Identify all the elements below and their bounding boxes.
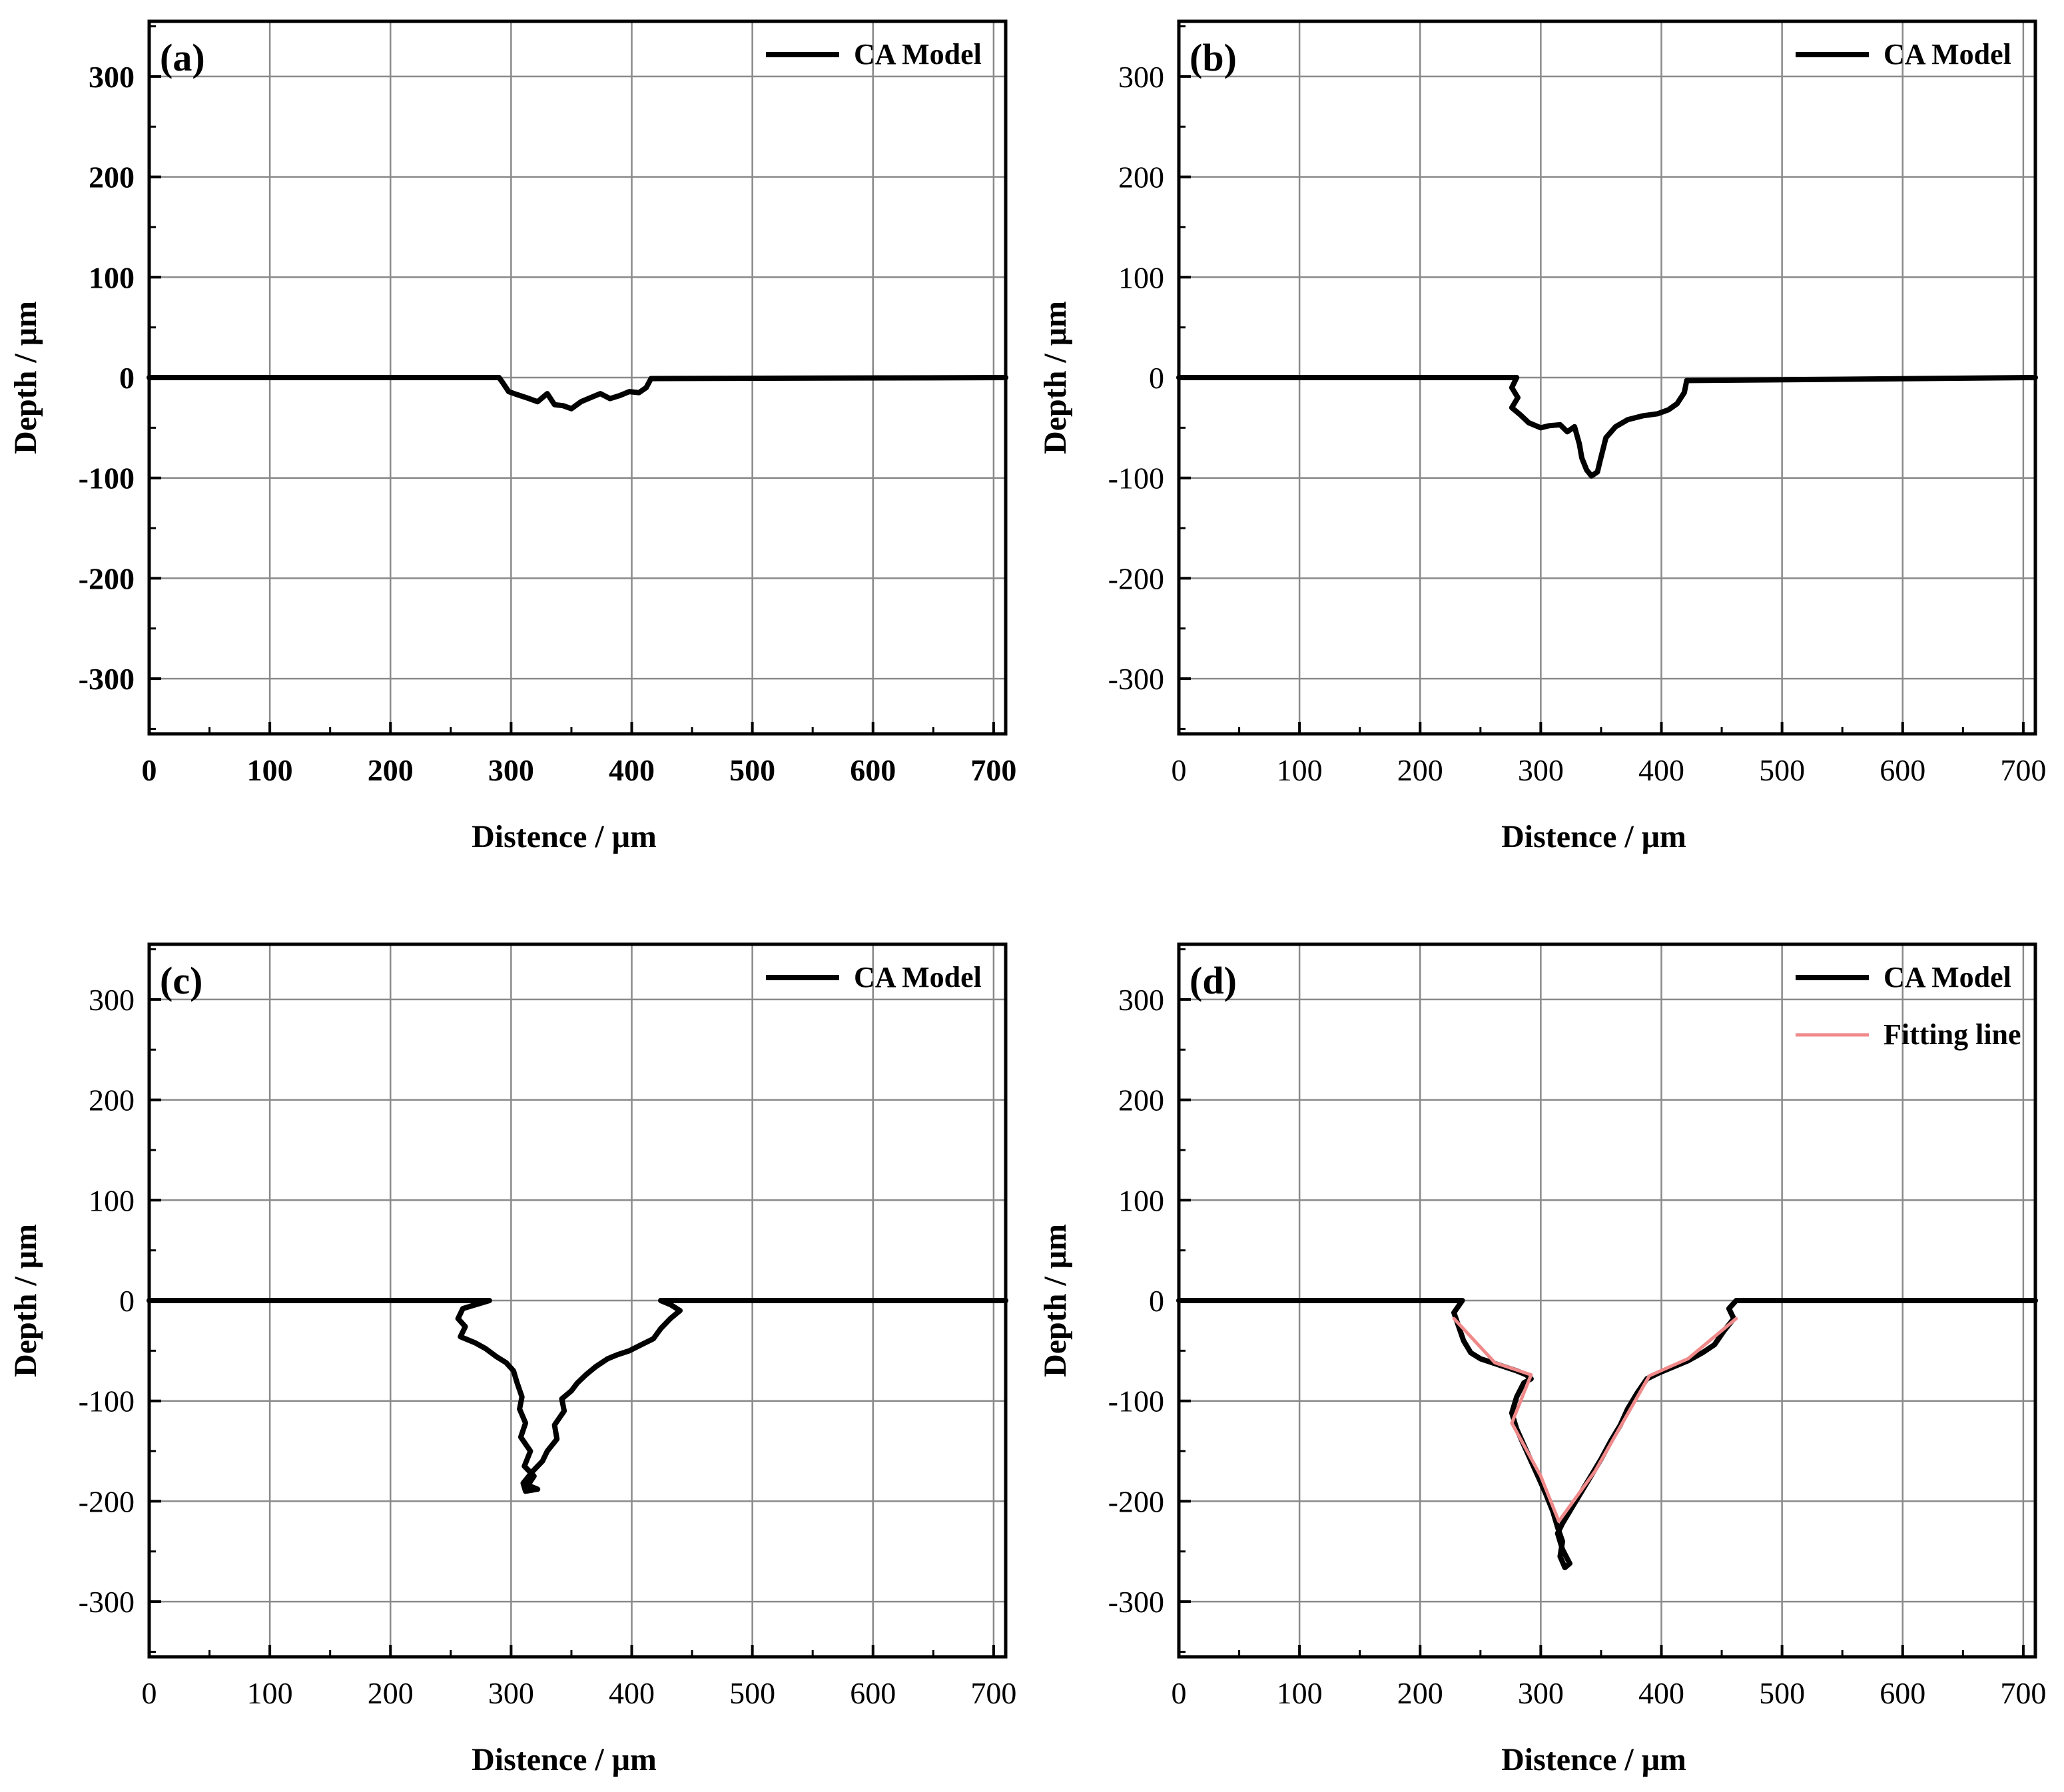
y-tick-label: -100 (79, 461, 135, 495)
x-tick-label: 0 (1172, 1676, 1187, 1710)
x-tick-label: 100 (1277, 753, 1323, 787)
x-tick-label: 100 (1277, 1676, 1323, 1710)
x-tick-label: 500 (729, 1676, 775, 1710)
x-tick-label: 200 (1397, 1676, 1443, 1710)
y-tick-label: -200 (1108, 1484, 1164, 1518)
legend-label: CA Model (854, 961, 982, 994)
panel-label: (b) (1190, 36, 1237, 79)
x-tick-label: 700 (2000, 753, 2046, 787)
y-tick-label: 200 (89, 1083, 135, 1117)
x-tick-label: 400 (1638, 753, 1684, 787)
x-tick-label: 700 (970, 1676, 1016, 1710)
x-tick-label: 100 (247, 753, 293, 787)
x-tick-label: 300 (1518, 1676, 1564, 1710)
x-tick-label: 400 (609, 753, 655, 787)
y-axis-title: Depth / μm (8, 1224, 43, 1377)
ca-model-series (147, 1298, 1008, 1494)
x-axis-title: Distence / μm (1501, 819, 1686, 854)
x-axis-title: Distence / μm (1501, 1742, 1686, 1777)
panel-c: 0 100 200 300 400 500 600 700 300 200 100 0 -100 -200… (8, 942, 1016, 1777)
panel-label: (d) (1190, 959, 1237, 1002)
fitting-line-series (1452, 1317, 1738, 1523)
panel-d: 0 100 200 300 400 500 600 700 300 200 100 0 -100 -200… (1038, 942, 2046, 1777)
x-tick-label: 600 (1880, 1676, 1925, 1710)
x-tick-label: 200 (368, 753, 414, 787)
y-tick-label: 100 (89, 1183, 135, 1217)
legend-label: CA Model (854, 38, 982, 71)
y-tick-label: -300 (1108, 1585, 1164, 1619)
y-tick-label: 200 (1118, 160, 1164, 194)
x-tick-label: 200 (368, 1676, 414, 1710)
panel-b: 0 100 200 300 400 500 600 700 300 200 100 0 -100 -200… (1038, 19, 2046, 854)
y-axis-title: Depth / μm (1038, 301, 1073, 454)
x-tick-label: 200 (1397, 753, 1443, 787)
y-tick-label: 100 (89, 260, 135, 294)
y-tick-label: 200 (1118, 1083, 1164, 1117)
y-tick-label: 300 (1118, 983, 1164, 1017)
legend-label: CA Model (1884, 38, 2011, 71)
y-axis-title: Depth / μm (8, 301, 43, 454)
y-tick-label: -200 (79, 561, 135, 595)
y-tick-label: -100 (1108, 461, 1164, 495)
y-tick-label: 0 (119, 361, 135, 395)
panel-label: (c) (160, 959, 202, 1002)
x-tick-label: 500 (1759, 1676, 1805, 1710)
x-tick-label: 300 (488, 753, 534, 787)
panel-label: (a) (160, 36, 205, 79)
y-tick-label: 200 (89, 160, 135, 194)
x-axis-title: Distence / μm (472, 1742, 657, 1777)
x-tick-label: 0 (142, 1676, 157, 1710)
x-tick-label: 400 (609, 1676, 655, 1710)
y-tick-label: 300 (1118, 60, 1164, 94)
y-tick-label: -200 (79, 1484, 135, 1518)
y-tick-label: -100 (1108, 1384, 1164, 1418)
x-tick-label: 300 (488, 1676, 534, 1710)
y-tick-label: 100 (1118, 1183, 1164, 1217)
x-tick-label: 0 (1172, 753, 1187, 787)
x-tick-label: 500 (1759, 753, 1805, 787)
y-tick-label: -300 (79, 1585, 135, 1619)
ca-model-series (1176, 1298, 2038, 1570)
legend-label: CA Model (1884, 961, 2011, 994)
y-tick-label: 0 (119, 1284, 135, 1318)
ca-model-series (1176, 375, 2038, 479)
x-tick-label: 700 (970, 753, 1016, 787)
y-axis-title: Depth / μm (1038, 1224, 1073, 1377)
x-tick-label: 500 (729, 753, 775, 787)
y-tick-label: 300 (89, 983, 135, 1017)
y-tick-label: 300 (89, 60, 135, 94)
y-tick-label: -300 (79, 662, 135, 696)
x-tick-label: 400 (1638, 1676, 1684, 1710)
x-tick-label: 600 (850, 753, 896, 787)
x-axis-title: Distence / μm (472, 819, 657, 854)
ca-model-series (147, 375, 1008, 412)
y-tick-label: 100 (1118, 260, 1164, 294)
y-tick-label: 0 (1149, 1284, 1164, 1318)
y-tick-label: -200 (1108, 561, 1164, 595)
x-tick-label: 600 (850, 1676, 896, 1710)
legend-label: Fitting line (1884, 1018, 2021, 1051)
x-tick-label: 600 (1880, 753, 1925, 787)
x-tick-label: 300 (1518, 753, 1564, 787)
x-tick-label: 0 (142, 753, 157, 787)
y-tick-label: 0 (1149, 361, 1164, 395)
x-tick-label: 100 (247, 1676, 293, 1710)
x-tick-label: 700 (2000, 1676, 2046, 1710)
y-tick-label: -300 (1108, 662, 1164, 696)
panel-a: 0 100 200 300 400 500 600 700 300 200 100 0 -100 -200… (8, 19, 1016, 854)
y-tick-label: -100 (79, 1384, 135, 1418)
